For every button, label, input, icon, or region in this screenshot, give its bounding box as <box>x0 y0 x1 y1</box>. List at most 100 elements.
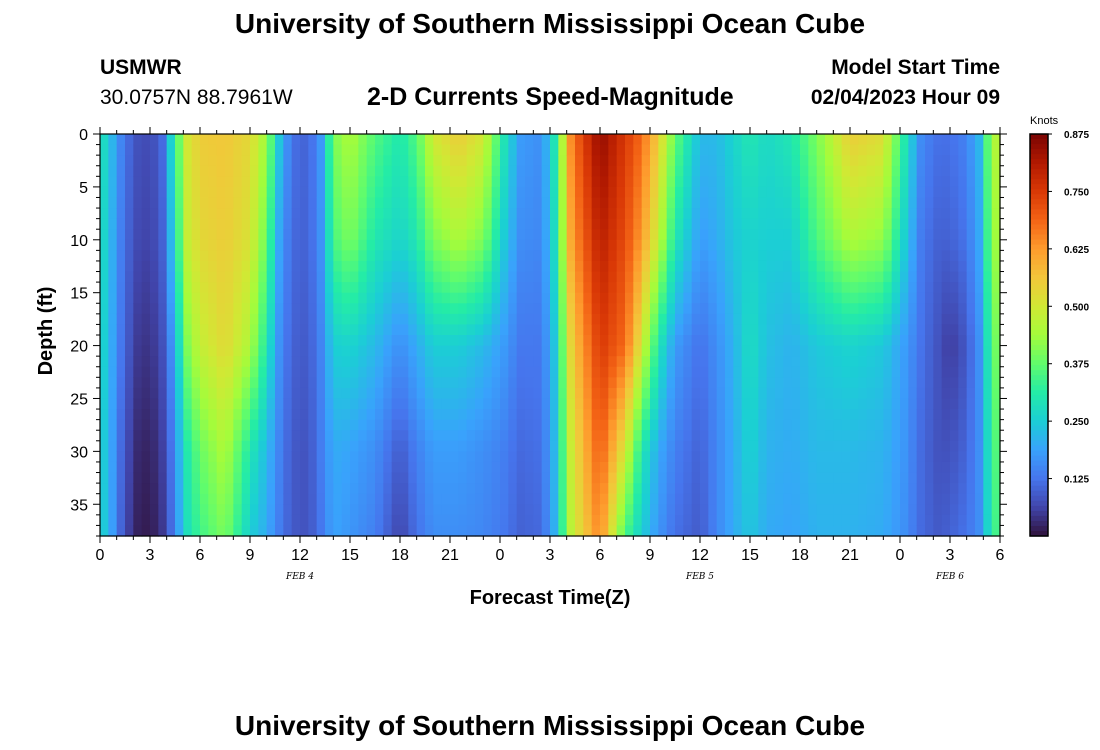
heatmap-cell <box>125 218 134 230</box>
heatmap-cell <box>125 514 134 527</box>
heatmap-cell <box>908 419 918 431</box>
heatmap-cell <box>216 303 226 315</box>
heatmap-cell <box>375 345 384 357</box>
heatmap-cell <box>583 377 593 389</box>
heatmap-cell <box>791 461 801 474</box>
heatmap-cell <box>233 483 243 495</box>
heatmap-cell <box>258 483 268 495</box>
heatmap-cell <box>383 440 393 452</box>
heatmap-cell <box>116 176 126 188</box>
heatmap-cell <box>808 229 818 241</box>
heatmap-cell <box>275 472 284 484</box>
heatmap-cell <box>841 292 851 304</box>
heatmap-cell <box>141 208 151 220</box>
heatmap-cell <box>666 292 676 304</box>
heatmap-cell <box>675 155 684 167</box>
heatmap-cell <box>633 377 643 389</box>
heatmap-cell <box>858 483 868 495</box>
heatmap-cell <box>741 377 751 389</box>
heatmap-cell <box>816 186 826 199</box>
heatmap-cell <box>425 208 434 220</box>
heatmap-cell <box>475 356 484 368</box>
heatmap-cell <box>400 398 409 410</box>
heatmap-cell <box>216 313 226 326</box>
heatmap-cell <box>350 366 359 378</box>
heatmap-cell <box>566 419 576 431</box>
heatmap-cell <box>825 387 834 400</box>
heatmap-cell <box>750 229 759 241</box>
heatmap-cell <box>675 398 684 410</box>
heatmap-cell <box>875 176 884 188</box>
heatmap-cell <box>516 155 526 167</box>
heatmap-cell <box>333 387 343 400</box>
heatmap-cell <box>166 377 176 389</box>
heatmap-cell <box>825 239 834 251</box>
heatmap-cell <box>533 208 543 220</box>
heatmap-cell <box>400 292 409 304</box>
heatmap-cell <box>875 186 884 199</box>
heatmap-cell <box>291 493 301 505</box>
heatmap-cell <box>933 514 943 527</box>
heatmap-cell <box>358 282 368 294</box>
heatmap-cell <box>866 155 876 167</box>
heatmap-cell <box>166 186 176 199</box>
heatmap-cell <box>550 440 559 452</box>
heatmap-cell <box>808 218 818 230</box>
colorbar-swatch <box>1030 229 1048 236</box>
heatmap-cell <box>333 366 343 378</box>
heatmap-cell <box>658 366 668 378</box>
heatmap-cell <box>508 186 518 199</box>
heatmap-cell <box>941 377 951 389</box>
heatmap-cell <box>166 345 176 357</box>
heatmap-cell <box>741 186 751 199</box>
heatmap-cell <box>108 451 118 463</box>
heatmap-cell <box>541 419 551 431</box>
heatmap-cell <box>308 218 318 230</box>
heatmap-cell <box>900 155 909 167</box>
heatmap-cell <box>775 134 784 146</box>
heatmap-cell <box>525 197 534 209</box>
heatmap-cell <box>475 271 484 283</box>
heatmap-cell <box>933 377 943 389</box>
heatmap-cell <box>275 250 284 262</box>
heatmap-cell <box>733 409 743 421</box>
heatmap-cell <box>600 186 609 199</box>
heatmap-cell <box>475 218 484 230</box>
heatmap-cell <box>233 239 243 251</box>
heatmap-cell <box>316 165 326 177</box>
heatmap-cell <box>633 324 643 336</box>
heatmap-cell <box>141 144 151 156</box>
heatmap-cell <box>150 197 159 209</box>
heatmap-cell <box>550 176 559 188</box>
heatmap-cell <box>966 197 976 209</box>
heatmap-cell <box>583 155 593 167</box>
heatmap-cell <box>425 197 434 209</box>
heatmap-cell <box>858 356 868 368</box>
heatmap-cell <box>941 430 951 442</box>
heatmap-cell <box>375 282 384 294</box>
heatmap-cell <box>550 282 559 294</box>
heatmap-cell <box>733 451 743 463</box>
heatmap-cell <box>258 366 268 378</box>
heatmap-cell <box>466 504 476 516</box>
heatmap-cell <box>641 155 651 167</box>
heatmap-cell <box>225 239 234 251</box>
heatmap-cell <box>950 218 959 230</box>
heatmap-cell <box>250 229 259 241</box>
heatmap-cell <box>675 197 684 209</box>
heatmap-cell <box>658 387 668 400</box>
heatmap-cell <box>933 419 943 431</box>
heatmap-cell <box>258 218 268 230</box>
heatmap-cell <box>683 144 693 156</box>
heatmap-cell <box>750 324 759 336</box>
heatmap-cell <box>733 186 743 199</box>
heatmap-cell <box>816 377 826 389</box>
heatmap-cell <box>133 430 143 442</box>
heatmap-cell <box>800 504 809 516</box>
heatmap-cell <box>275 387 284 400</box>
heatmap-cell <box>175 292 184 304</box>
heatmap-cell <box>950 186 959 199</box>
heatmap-cell <box>475 366 484 378</box>
heatmap-cell <box>891 461 901 474</box>
heatmap-cell <box>183 504 193 516</box>
